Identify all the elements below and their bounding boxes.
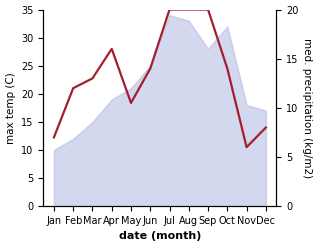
- Y-axis label: med. precipitation (kg/m2): med. precipitation (kg/m2): [302, 38, 313, 178]
- X-axis label: date (month): date (month): [119, 231, 201, 242]
- Y-axis label: max temp (C): max temp (C): [5, 72, 16, 144]
